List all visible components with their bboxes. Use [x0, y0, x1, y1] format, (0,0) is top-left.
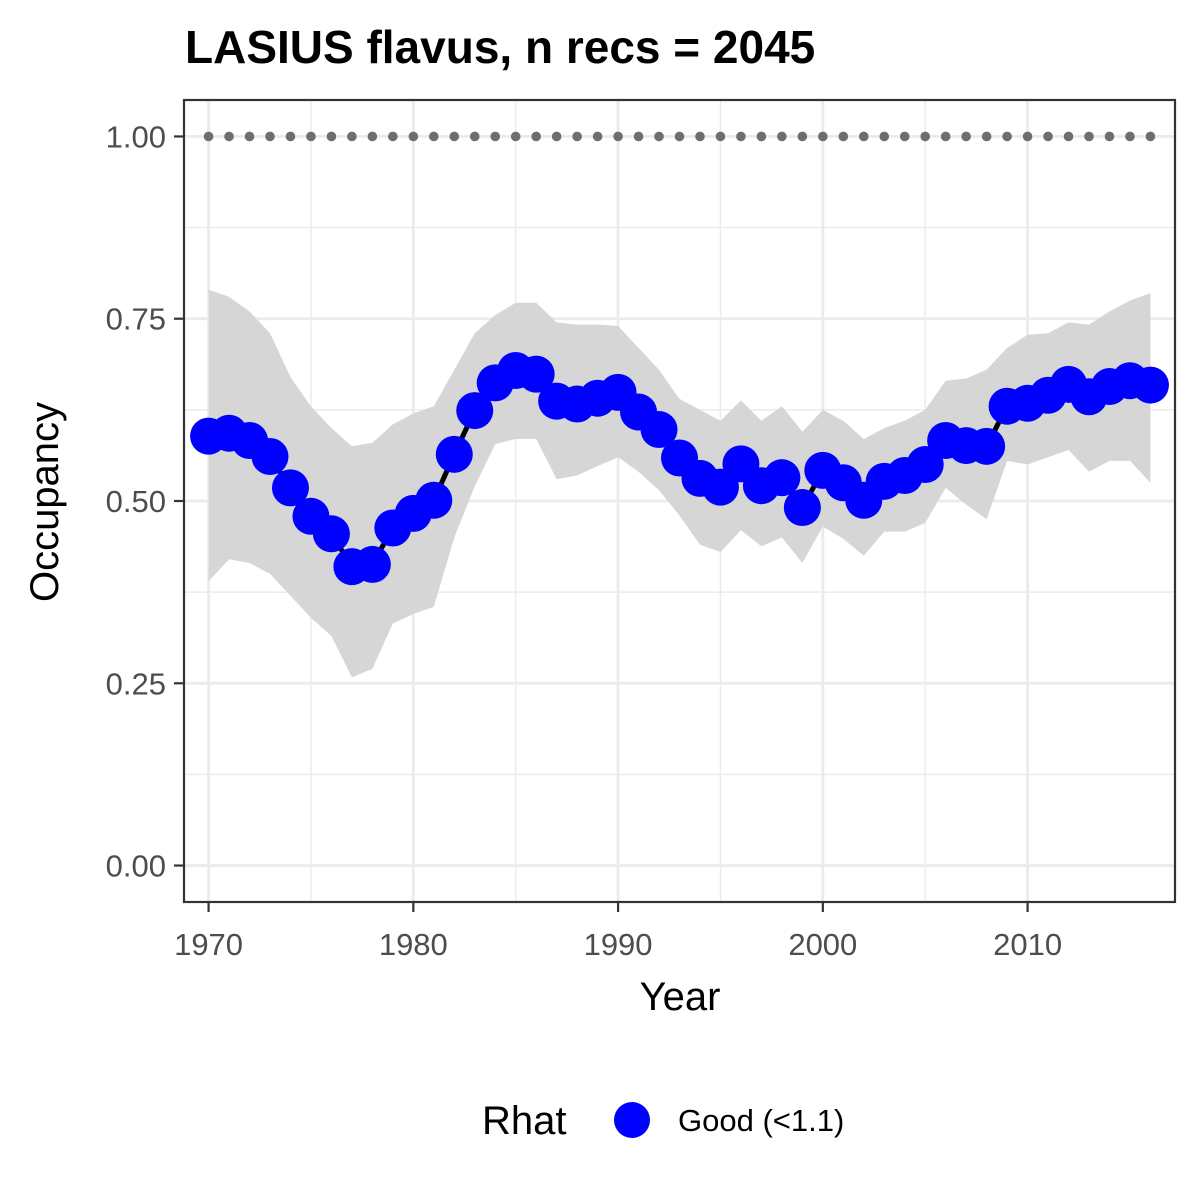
- reference-line-dot: [715, 131, 726, 142]
- x-tick-label: 2010: [993, 927, 1062, 962]
- reference-line-dot: [347, 131, 357, 142]
- reference-line-dot: [695, 131, 705, 142]
- data-points-layer: [190, 351, 1169, 586]
- data-point: [353, 545, 391, 583]
- reference-line-dot: [1063, 131, 1074, 142]
- data-point: [251, 438, 289, 476]
- reference-line-dot: [613, 131, 623, 142]
- reference-line-dot: [1125, 131, 1135, 142]
- reference-line-dot: [879, 131, 890, 142]
- x-tick-label: 2000: [788, 927, 857, 962]
- data-point: [763, 459, 801, 497]
- x-tick-label: 1970: [174, 927, 243, 962]
- data-point: [1131, 366, 1169, 404]
- reference-line-dot: [285, 131, 296, 142]
- reference-line-dot: [469, 131, 480, 142]
- reference-line-dot: [449, 131, 460, 142]
- data-point: [640, 411, 678, 449]
- x-tick-label: 1980: [379, 927, 448, 962]
- y-axis-title: Occupancy: [23, 402, 67, 602]
- reference-line-dot: [1145, 131, 1156, 142]
- data-point: [456, 392, 494, 430]
- reference-line-dot: [531, 131, 541, 142]
- reference-line-dot: [592, 131, 603, 142]
- reference-line-dot: [1084, 131, 1094, 142]
- reference-line-dot: [756, 131, 767, 142]
- reference-line-dot: [428, 131, 439, 142]
- reference-line-dot: [1002, 131, 1012, 142]
- y-tick-label: 0.00: [106, 849, 166, 884]
- data-point: [906, 446, 944, 484]
- reference-line-dot: [654, 131, 664, 142]
- reference-line-dot: [551, 131, 562, 142]
- legend-label-good: Good (<1.1): [678, 1103, 844, 1138]
- reference-line-dot: [306, 131, 316, 142]
- legend-key-point: [614, 1102, 650, 1138]
- reference-line-dot: [818, 131, 828, 142]
- reference-line-dot: [961, 131, 971, 142]
- reference-line-dot: [981, 131, 992, 142]
- x-axis-ticks: 1970 1980 1990 2000 2010: [174, 902, 1062, 962]
- reference-line-dot: [674, 131, 685, 142]
- reference-line-dot: [920, 131, 931, 142]
- data-point: [968, 427, 1006, 465]
- legend-title: Rhat: [482, 1099, 567, 1143]
- reference-line-dot: [777, 131, 787, 142]
- reference-line-dot: [388, 131, 398, 142]
- reference-line-dot: [940, 131, 951, 142]
- reference-line-dot: [838, 131, 849, 142]
- reference-line-dot: [490, 131, 501, 142]
- data-point: [435, 435, 473, 473]
- reference-line-dot: [224, 131, 234, 142]
- reference-line-dot: [1022, 131, 1033, 142]
- reference-line-dot: [408, 131, 419, 142]
- reference-line-dot: [572, 131, 582, 142]
- y-tick-label: 0.50: [106, 484, 166, 519]
- reference-line-dot: [858, 131, 869, 142]
- reference-line-dot: [367, 131, 378, 142]
- data-point: [415, 481, 453, 519]
- reference-line-dot: [797, 131, 808, 142]
- confidence-ribbon-layer: [208, 289, 1151, 678]
- x-axis-title: Year: [640, 975, 721, 1019]
- reference-line-dot: [736, 131, 746, 142]
- reference-line-dot: [265, 131, 275, 142]
- reference-line-dot: [899, 131, 910, 142]
- reference-line-dot: [510, 131, 521, 142]
- y-axis-ticks: 0.00 0.25 0.50 0.75 1.00: [106, 119, 184, 884]
- data-point: [783, 489, 821, 527]
- reference-line-dot: [244, 131, 255, 142]
- reference-line-dot: [1043, 131, 1053, 142]
- chart-title: LASIUS flavus, n recs = 2045: [185, 21, 815, 73]
- confidence-ribbon: [208, 289, 1151, 678]
- y-tick-label: 0.75: [106, 302, 166, 337]
- y-tick-label: 1.00: [106, 119, 166, 154]
- reference-line-layer: [203, 131, 1156, 142]
- reference-line-dot: [203, 131, 214, 142]
- y-tick-label: 0.25: [106, 666, 166, 701]
- reference-line-dot: [326, 131, 337, 142]
- data-point: [312, 515, 350, 553]
- reference-line-dot: [1104, 131, 1115, 142]
- data-point: [271, 469, 309, 507]
- data-point: [517, 355, 555, 393]
- reference-line-dot: [633, 131, 644, 142]
- x-tick-label: 1990: [584, 927, 653, 962]
- legend: Rhat Good (<1.1): [482, 1099, 844, 1143]
